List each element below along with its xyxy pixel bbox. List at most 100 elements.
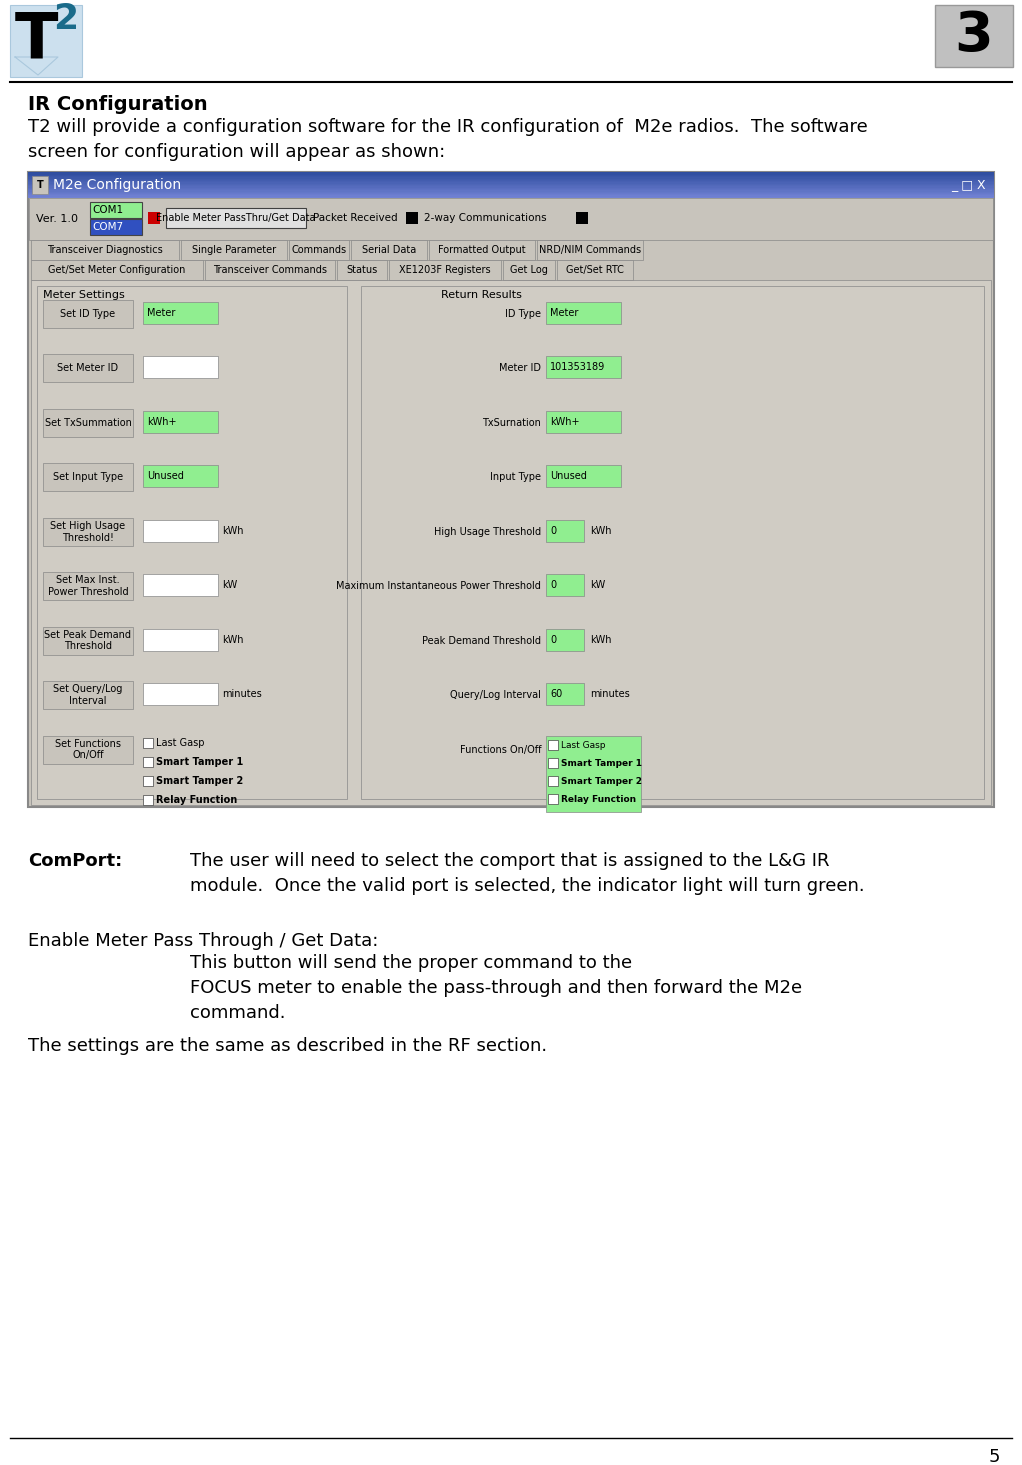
Text: Last Gasp: Last Gasp (156, 737, 204, 747)
Bar (548, 775, 558, 785)
Text: This button will send the proper command to the
FOCUS meter to enable the pass-t: This button will send the proper command… (190, 954, 802, 1023)
Text: Return Results: Return Results (442, 290, 522, 300)
Bar (143, 683, 218, 705)
Text: minutes: minutes (222, 689, 262, 699)
Bar (503, 259, 555, 280)
Text: Smart Tamper 1: Smart Tamper 1 (561, 759, 642, 768)
Text: Last Gasp: Last Gasp (561, 741, 605, 750)
Text: kWh: kWh (590, 634, 611, 645)
Text: T: T (15, 10, 58, 72)
Bar (548, 740, 558, 750)
Text: Smart Tamper 2: Smart Tamper 2 (156, 775, 243, 785)
Text: 0: 0 (550, 634, 556, 645)
Bar (31, 240, 179, 259)
Bar (576, 212, 588, 224)
Text: The settings are the same as described in the RF section.: The settings are the same as described i… (28, 1037, 547, 1055)
Text: Set High Usage
Threshold!: Set High Usage Threshold! (50, 522, 126, 542)
Bar (546, 410, 621, 432)
Bar (546, 520, 584, 542)
Text: 0: 0 (550, 580, 556, 590)
Bar (143, 574, 218, 596)
Text: Commands: Commands (291, 245, 346, 255)
Bar (935, 4, 1013, 67)
Text: 60: 60 (550, 689, 562, 699)
Polygon shape (15, 57, 58, 75)
Bar (406, 212, 418, 224)
Text: 0: 0 (550, 526, 556, 536)
Text: kW: kW (222, 580, 237, 590)
Bar (143, 410, 218, 432)
Bar (429, 240, 535, 259)
Text: minutes: minutes (590, 689, 630, 699)
Text: COM1: COM1 (92, 205, 123, 215)
Text: kWh+: kWh+ (147, 418, 177, 426)
Bar (43, 735, 133, 763)
Bar (337, 259, 387, 280)
Bar (143, 737, 153, 747)
Bar (546, 356, 621, 378)
Text: Peak Demand Threshold: Peak Demand Threshold (422, 636, 541, 646)
Bar (546, 628, 584, 650)
Text: Smart Tamper 2: Smart Tamper 2 (561, 776, 642, 787)
Text: screen for configuration will appear as shown:: screen for configuration will appear as … (28, 144, 446, 161)
Text: Relay Function: Relay Function (156, 794, 237, 804)
Text: NRD/NIM Commands: NRD/NIM Commands (539, 245, 641, 255)
Bar (37, 286, 347, 798)
Text: Status: Status (346, 265, 377, 275)
Text: 3: 3 (955, 9, 993, 63)
Bar (546, 735, 641, 812)
Text: Functions On/Off: Functions On/Off (460, 744, 541, 754)
Text: Set Query/Log
Interval: Set Query/Log Interval (53, 684, 123, 706)
Bar (31, 259, 203, 280)
Text: Single Parameter: Single Parameter (192, 245, 276, 255)
Text: M2e Configuration: M2e Configuration (53, 179, 181, 192)
Text: 5: 5 (988, 1447, 1000, 1465)
Bar (90, 218, 142, 234)
Text: Set Functions
On/Off: Set Functions On/Off (55, 738, 121, 760)
Text: TxSurnation: TxSurnation (482, 418, 541, 428)
Text: Query/Log Interval: Query/Log Interval (450, 690, 541, 700)
Text: Set Input Type: Set Input Type (53, 472, 123, 482)
Bar (143, 628, 218, 650)
Text: Enable Meter Pass Through / Get Data:: Enable Meter Pass Through / Get Data: (28, 932, 378, 949)
Text: T: T (37, 180, 43, 190)
Text: Get/Set RTC: Get/Set RTC (566, 265, 624, 275)
Text: kWh: kWh (222, 526, 243, 536)
Text: kWh: kWh (590, 526, 611, 536)
Text: Meter: Meter (550, 308, 578, 318)
Bar (32, 176, 48, 193)
Text: T2 will provide a configuration software for the IR configuration of  M2e radios: T2 will provide a configuration software… (28, 119, 868, 136)
Bar (43, 627, 133, 655)
Text: Serial Data: Serial Data (362, 245, 416, 255)
Bar (148, 212, 160, 224)
Bar (537, 240, 643, 259)
Text: Set Peak Demand
Threshold: Set Peak Demand Threshold (45, 630, 132, 652)
Text: COM7: COM7 (92, 223, 123, 231)
Text: Ver. 1.0: Ver. 1.0 (36, 214, 78, 224)
Bar (143, 466, 218, 488)
Text: Relay Function: Relay Function (561, 795, 636, 804)
Text: Unused: Unused (550, 472, 587, 482)
Bar (143, 775, 153, 785)
Bar (29, 198, 993, 240)
Bar (43, 573, 133, 601)
Bar (31, 280, 991, 804)
Bar (389, 259, 501, 280)
Text: Maximum Instantaneous Power Threshold: Maximum Instantaneous Power Threshold (336, 582, 541, 592)
Text: Enable Meter PassThru/Get Data: Enable Meter PassThru/Get Data (156, 212, 316, 223)
Bar (546, 683, 584, 705)
Text: Formatted Output: Formatted Output (438, 245, 525, 255)
Text: ComPort:: ComPort: (28, 853, 123, 870)
Bar (143, 356, 218, 378)
Text: Smart Tamper 1: Smart Tamper 1 (156, 756, 243, 766)
Text: kW: kW (590, 580, 605, 590)
Text: Set Meter ID: Set Meter ID (57, 363, 119, 374)
Bar (548, 794, 558, 804)
Text: Get/Set Meter Configuration: Get/Set Meter Configuration (48, 265, 186, 275)
Text: High Usage Threshold: High Usage Threshold (434, 527, 541, 536)
Bar (143, 756, 153, 766)
Text: Set TxSummation: Set TxSummation (45, 418, 132, 428)
Text: Meter ID: Meter ID (499, 363, 541, 374)
Bar (143, 302, 218, 324)
Bar (557, 259, 633, 280)
